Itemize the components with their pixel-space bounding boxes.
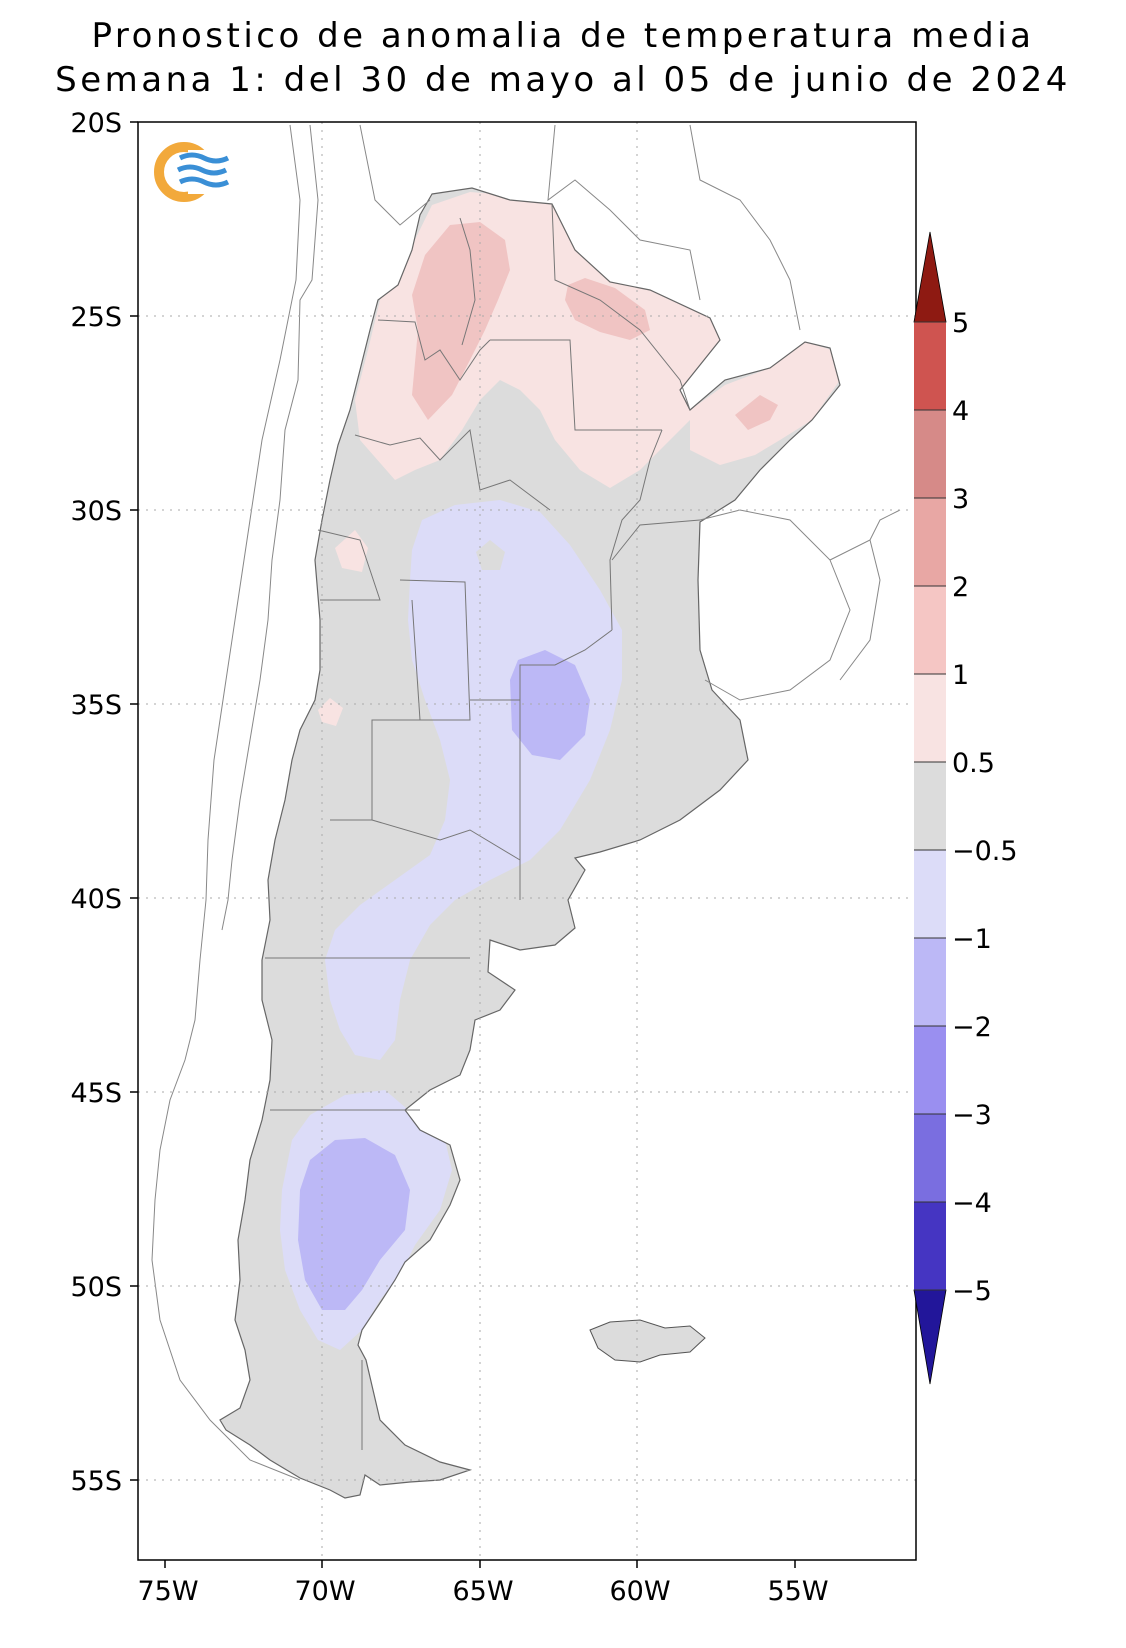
colorbar-level-label: −1: [952, 924, 992, 955]
lon-label-60w: 60W: [609, 1576, 670, 1607]
colorbar-level-label: −4: [952, 1188, 992, 1219]
title-line-2: Semana 1: del 30 de mayo al 05 de junio …: [55, 60, 1071, 100]
axis-ticks: [130, 121, 796, 1568]
colorbar-level-label: 0.5: [952, 748, 995, 779]
gridlines: [138, 122, 916, 1560]
province-borders: [265, 203, 701, 1450]
neighbor-borders: [221, 124, 901, 931]
chile-coastline: [151, 124, 301, 1481]
lat-label-30s: 30S: [71, 496, 123, 527]
colorbar-level-label: 2: [952, 572, 969, 603]
lat-label-55s: 55S: [71, 1466, 123, 1497]
colorbar-segment: [914, 586, 946, 674]
argentina-outline: [219, 187, 841, 1499]
colorbar-bottom-arrow: [913, 1289, 947, 1385]
longitude-labels: 75W 70W 65W 60W 55W: [137, 1576, 828, 1607]
cold-anomaly-region-center: [325, 500, 622, 1060]
colorbar-top-arrow: [913, 231, 947, 323]
colorbar-segment: [914, 674, 946, 762]
colorbar-level-label: −2: [952, 1012, 992, 1043]
colorbar-segment: [914, 762, 946, 850]
colorbar-segment: [914, 1114, 946, 1202]
lon-label-65w: 65W: [452, 1576, 513, 1607]
lat-label-45s: 45S: [71, 1078, 123, 1109]
colorbar-segment: [914, 1026, 946, 1114]
colorbar-segment: [914, 1202, 946, 1290]
colorbar-level-label: 1: [952, 660, 969, 691]
colorbar-segment: [914, 410, 946, 498]
map-title: Pronostico de anomalia de temperatura me…: [0, 14, 1126, 102]
strong-warm-region-northwest: [412, 222, 510, 420]
colorbar-level-label: 5: [952, 308, 969, 339]
lon-label-75w: 75W: [137, 1576, 198, 1607]
colorbar-level-label: 3: [952, 484, 969, 515]
lat-label-50s: 50S: [71, 1272, 123, 1303]
colorbar-level-label: −3: [952, 1100, 992, 1131]
lat-label-35s: 35S: [71, 690, 123, 721]
lon-label-55w: 55W: [767, 1576, 828, 1607]
strong-warm-region-east: [735, 395, 778, 430]
lat-label-40s: 40S: [71, 884, 123, 915]
strong-cold-region-south: [298, 1138, 410, 1310]
colorbar-level-label: −0.5: [952, 836, 1018, 867]
strong-cold-region-center: [510, 650, 590, 760]
lat-label-20s: 20S: [71, 108, 123, 139]
smn-logo: [154, 142, 230, 202]
colorbar-level-label: −5: [952, 1276, 992, 1307]
colorbar: 5 4 3 2 1 0.5 −0.5 −1 −2 −3 −4 −5: [913, 231, 1018, 1385]
colorbar-segment: [914, 498, 946, 586]
lat-label-25s: 25S: [71, 302, 123, 333]
falkland-islands: [589, 1319, 706, 1363]
neutral-patch-center: [476, 540, 505, 570]
colorbar-segment: [914, 322, 946, 410]
colorbar-segment: [914, 850, 946, 938]
latitude-labels: 20S 25S 30S 35S 40S 45S 50S 55S: [71, 108, 123, 1497]
colorbar-segment: [914, 938, 946, 1026]
lon-label-70w: 70W: [294, 1576, 355, 1607]
warm-patch-west-2: [318, 698, 343, 726]
title-line-1: Pronostico de anomalia de temperatura me…: [91, 16, 1035, 56]
colorbar-level-label: 4: [952, 396, 969, 427]
